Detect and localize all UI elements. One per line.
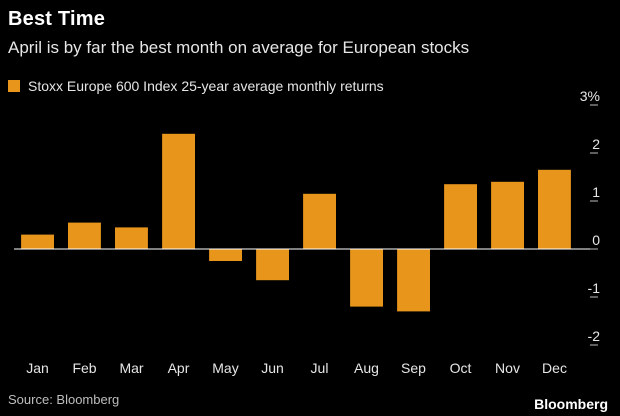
x-tick-label-oct: Oct: [450, 360, 472, 376]
y-tick-label: -2: [588, 328, 601, 344]
x-tick-label-sep: Sep: [401, 360, 426, 376]
legend-label: Stoxx Europe 600 Index 25-year average m…: [28, 78, 384, 94]
chart-subtitle: April is by far the best month on averag…: [8, 38, 470, 57]
bar-sep: [397, 249, 430, 312]
bar-jul: [303, 193, 336, 249]
bar-jun: [256, 249, 289, 281]
brand-logo: Bloomberg: [534, 396, 608, 412]
x-axis-group: Jan Feb Mar Apr May Jun Jul Aug Sep Oct Nov Dec: [26, 360, 567, 376]
bar-may: [209, 249, 242, 261]
bar-jan: [21, 234, 55, 249]
bar-nov: [491, 181, 524, 249]
x-tick-label-jan: Jan: [26, 360, 49, 376]
y-tick-label: 3%: [580, 88, 600, 104]
x-tick-label-may: May: [212, 360, 238, 376]
y-tick-label: 1: [592, 184, 600, 200]
x-tick-label-nov: Nov: [495, 360, 520, 376]
x-tick-label-dec: Dec: [542, 360, 567, 376]
source-note: Source: Bloomberg: [8, 392, 120, 407]
y-tick-label: -1: [588, 280, 601, 296]
x-tick-label-aug: Aug: [354, 360, 379, 376]
y-axis-group: 3% 2 1 0 -1 -2: [580, 88, 601, 346]
chart-title: Best Time: [8, 8, 106, 30]
legend: Stoxx Europe 600 Index 25-year average m…: [8, 78, 384, 94]
bar-aug: [350, 249, 383, 307]
bar-apr: [162, 133, 195, 249]
x-tick-label-jun: Jun: [261, 360, 284, 376]
legend-swatch: [8, 80, 20, 92]
bar-oct: [444, 184, 477, 249]
x-tick-label-mar: Mar: [119, 360, 143, 376]
bars-group: [21, 133, 571, 312]
x-tick-label-apr: Apr: [168, 360, 190, 376]
bar-dec: [538, 169, 571, 249]
y-tick-label: 2: [592, 136, 600, 152]
y-tick-label: 0: [592, 232, 600, 248]
x-tick-label-jul: Jul: [311, 360, 329, 376]
bar-feb: [68, 222, 101, 249]
bar-mar: [115, 227, 148, 249]
x-tick-label-feb: Feb: [72, 360, 96, 376]
